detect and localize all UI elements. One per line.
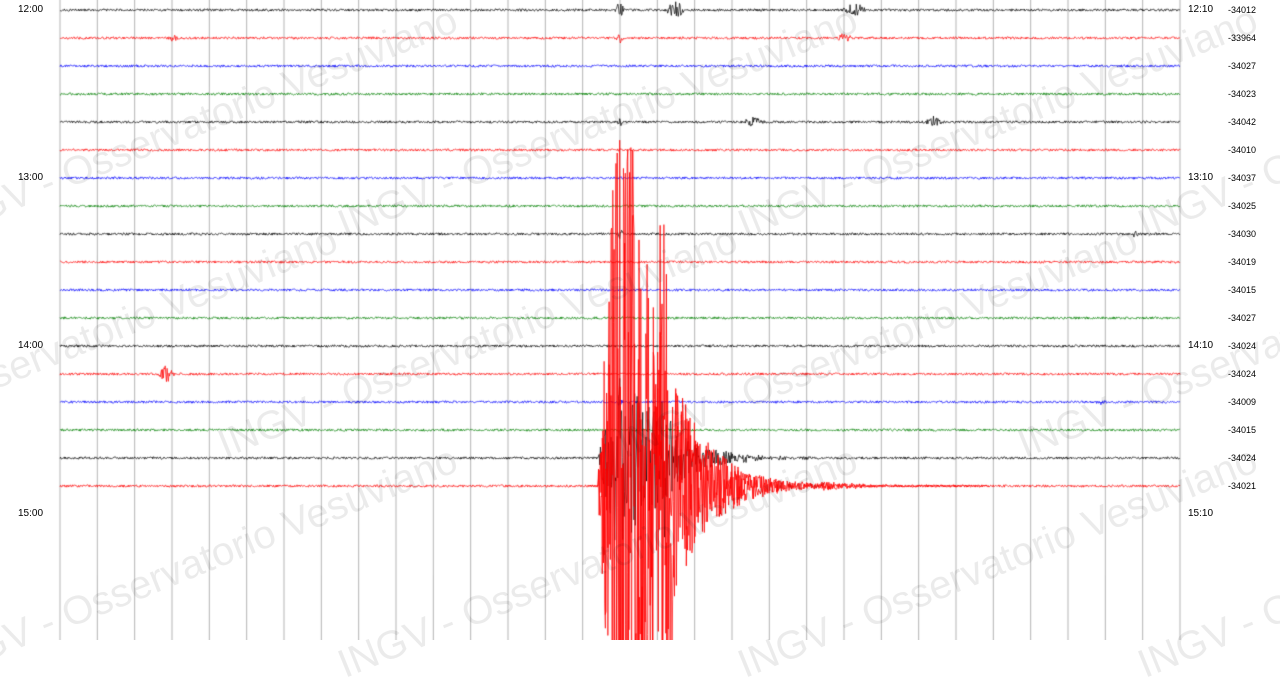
right-value-label: -33964 xyxy=(1228,33,1256,43)
right-value-label: -34010 xyxy=(1228,145,1256,155)
right-value-label: -34012 xyxy=(1228,5,1256,15)
right-value-label: -34023 xyxy=(1228,89,1256,99)
right-value-label: -34009 xyxy=(1228,397,1256,407)
left-time-label: 12:00 xyxy=(18,4,43,15)
right-value-label: -34037 xyxy=(1228,173,1256,183)
right-time-label: 13:10 xyxy=(1188,172,1213,183)
right-time-label: 15:10 xyxy=(1188,508,1213,519)
right-time-label: 14:10 xyxy=(1188,340,1213,351)
right-value-label: -34025 xyxy=(1228,201,1256,211)
right-value-label: -34042 xyxy=(1228,117,1256,127)
right-value-label: -34024 xyxy=(1228,453,1256,463)
right-value-label: -34027 xyxy=(1228,61,1256,71)
right-value-label: -34015 xyxy=(1228,425,1256,435)
left-time-label: 13:00 xyxy=(18,172,43,183)
right-value-label: -34021 xyxy=(1228,481,1256,491)
right-value-label: -34015 xyxy=(1228,285,1256,295)
right-value-label: -34030 xyxy=(1228,229,1256,239)
right-value-label: -34024 xyxy=(1228,369,1256,379)
right-value-label: -34027 xyxy=(1228,313,1256,323)
right-value-label: -34024 xyxy=(1228,341,1256,351)
left-time-label: 14:00 xyxy=(18,340,43,351)
right-value-label: -34019 xyxy=(1228,257,1256,267)
left-time-label: 15:00 xyxy=(18,508,43,519)
seismogram-canvas xyxy=(0,0,1280,640)
right-time-label: 12:10 xyxy=(1188,4,1213,15)
